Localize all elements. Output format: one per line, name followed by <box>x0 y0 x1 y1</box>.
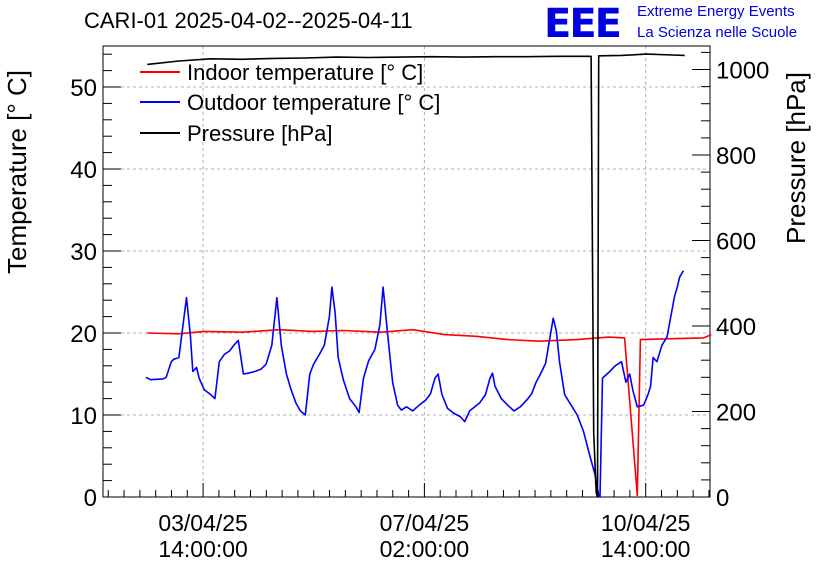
y-tick-label: 20 <box>70 321 97 348</box>
series-line <box>147 53 685 498</box>
y2-tick-label: 600 <box>716 229 756 256</box>
series-line <box>147 328 712 497</box>
chart-title: CARI-01 2025-04-02--2025-04-11 <box>84 8 413 33</box>
series-lines <box>145 53 712 498</box>
y-tick-label: 30 <box>70 239 97 266</box>
axis-ticks: 010203040500200400600800100003/04/2514:0… <box>70 51 769 562</box>
legend-label: Pressure [hPa] <box>187 121 333 146</box>
x-tick-label-time: 14:00:00 <box>601 536 691 562</box>
legend-label: Outdoor temperature [° C] <box>187 90 440 115</box>
y-tick-label: 10 <box>70 403 97 430</box>
eee-logo: EEE <box>544 1 622 47</box>
y2-tick-label: 1000 <box>716 58 769 85</box>
logo-caption-line2: La Scienza nelle Scuole <box>637 24 798 41</box>
y2-tick-label: 800 <box>716 143 756 170</box>
axis-labels: Temperature [° C] Pressure [hPa] <box>2 70 811 274</box>
x-tick-label-date: 03/04/25 <box>158 510 248 536</box>
x-tick-label-time: 14:00:00 <box>158 536 248 562</box>
y2-tick-label: 400 <box>716 314 756 341</box>
y2-tick-label: 0 <box>716 485 729 512</box>
x-tick-label-time: 02:00:00 <box>380 536 470 562</box>
plot-frame <box>102 45 711 498</box>
x-tick-label-date: 10/04/25 <box>601 510 691 536</box>
y2-axis-title: Pressure [hPa] <box>781 72 811 244</box>
y-axis-title: Temperature [° C] <box>2 70 32 274</box>
y-tick-label: 40 <box>70 157 97 184</box>
y-tick-label: 50 <box>70 75 97 102</box>
x-tick-label-date: 07/04/25 <box>380 510 470 536</box>
legend: Indoor temperature [° C] Outdoor temperat… <box>140 60 440 146</box>
y2-tick-label: 200 <box>716 400 756 427</box>
grid <box>103 46 710 497</box>
series-line <box>145 270 685 498</box>
logo-caption-line1: Extreme Energy Events <box>637 3 795 20</box>
y-tick-label: 0 <box>84 485 97 512</box>
legend-label: Indoor temperature [° C] <box>187 60 423 85</box>
